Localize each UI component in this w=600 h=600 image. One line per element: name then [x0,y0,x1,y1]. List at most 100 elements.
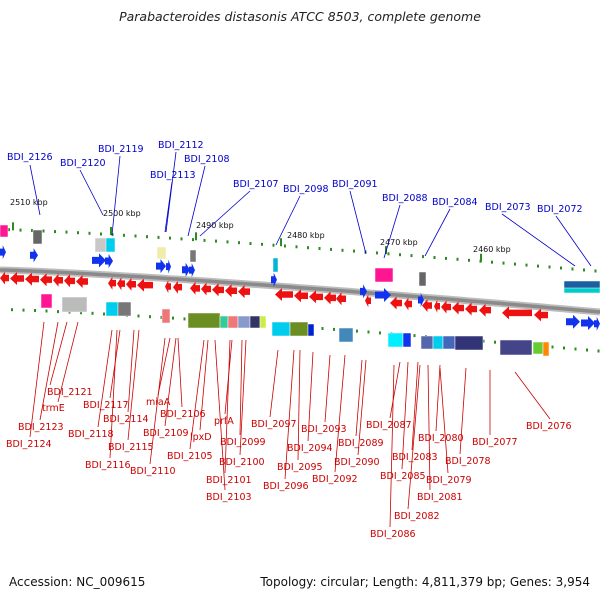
annotation-box-20 [249,315,261,329]
tick-mark-outer [54,230,56,234]
gene-label-bdi-2088: BDI_2088 [382,193,428,204]
gene-label-bdi-2080: BDI_2080 [418,433,464,444]
position-marker-2: 2490 kbp [196,221,234,230]
position-markers-layer: 2510 kbp 2500 kbp 2490 kbp 2480 kbp 2470 kbp… [10,198,511,254]
gene-label-bdi-2072: BDI_2072 [537,204,583,215]
annotation-box-27 [402,332,412,348]
reverse-gene-arrow-32 [502,306,532,320]
reverse-gene-arrow-17 [238,285,250,299]
reverse-gene-arrow-13 [190,281,200,295]
tick-mark-outer [19,228,22,232]
leader-line-bdi-2090 [357,359,367,456]
tick-mark-outer [468,258,470,262]
gene-label-bdi-2106: BDI_2106 [160,409,206,420]
leader-line-bdi-2085 [401,361,409,470]
forward-gene-arrow-10 [375,288,391,302]
tick-mark-inner [45,309,48,313]
annotation-box-19 [237,315,251,329]
tick-mark-outer [134,234,137,238]
leader-line-bdi-2092 [334,354,346,473]
gene-label-bdi-2093: BDI_2093 [301,424,347,435]
tick-mark-outer [100,232,102,236]
forward-gene-arrow-2 [92,253,106,268]
tick-mark-inner [367,330,370,334]
reverse-gene-arrow-19 [294,289,308,303]
tick-mark-inner [149,315,151,319]
tick-mark-outer [445,256,447,260]
forward-gene-arrow-0 [0,245,6,260]
leader-line-bdi-2072 [555,215,592,267]
leader-line-bdi-2107 [199,190,251,237]
annotation-box-21 [259,315,267,329]
tick-mark-outer [284,244,286,248]
tick-mark-outer [491,260,493,264]
annotation-box-30 [442,335,456,350]
annotation-box-18 [227,315,239,329]
leader-line-bdi-2116 [109,329,118,459]
gene-label-bdi-2113: BDI_2113 [150,170,196,181]
gene-label-bdi-2110: BDI_2110 [130,466,176,477]
reverse-gene-arrow-16 [225,284,237,298]
annotation-box-34 [542,341,550,357]
tick-mark-outer [560,266,562,270]
gene-label-bdi-2081: BDI_2081 [417,492,463,503]
annotation-box-24 [307,323,315,337]
reverse-gene-arrow-6 [76,275,88,288]
major-tick [195,232,197,241]
annotation-box-31 [454,335,484,351]
leader-line-bdi-2105 [189,339,205,450]
forward-gene-arrow-11 [418,293,424,307]
reverse-gene-arrow-20 [309,290,323,304]
leader-line-bdi-2095 [297,349,301,461]
leader-line-bdi-2101 [224,339,231,474]
forward-gene-arrow-6 [182,262,190,277]
tick-mark-outer [272,243,275,247]
gene-label-bdi-2090: BDI_2090 [334,457,380,468]
gene-label-bdi-2112: BDI_2112 [158,140,204,151]
gene-label-bdi-2078: BDI_2078 [445,456,491,467]
tick-mark-outer [123,233,125,237]
reverse-gene-arrow-31 [479,303,491,317]
tick-mark-outer [456,257,459,261]
tick-mark-inner [413,334,416,338]
leader-line-bdi-2078 [459,367,467,455]
forward-gene-arrow-1 [30,248,38,263]
gene-label-bdi-2087: BDI_2087 [366,420,412,431]
major-tick [110,227,112,235]
tick-mark-outer [88,231,91,235]
accession-text: Accession: NC_009615 [9,575,146,589]
tick-mark-outer [77,231,79,235]
leader-line-bdi-2114 [127,329,135,413]
tick-mark-outer [514,262,516,266]
gene-label-bdi-2124: BDI_2124 [6,439,52,450]
gene-label-bdi-2099: BDI_2099 [220,437,266,448]
gene-label-bdi-2098: BDI_2098 [283,184,329,195]
tick-mark-outer [42,229,45,233]
reverse-gene-arrow-21 [324,291,336,305]
annotation-box-22 [271,321,291,337]
gene-label-bdi-2118: BDI_2118 [68,429,114,440]
leader-line-bdi-2124 [29,321,45,438]
gene-label-bdi-2100: BDI_2100 [219,457,265,468]
reverse-gene-arrow-28 [441,300,451,314]
annotation-box-6 [272,257,279,273]
tick-mark-outer [307,246,309,250]
reverse-gene-arrow-33 [534,308,548,322]
annotation-box-15 [161,308,171,324]
forward-gene-arrow-4 [156,259,166,274]
tick-mark-outer [537,264,539,268]
leader-line-bdi-2091 [349,190,367,255]
forward-gene-arrow-5 [166,259,171,274]
annotation-box-2 [94,237,108,253]
gene-label-bdi-2109: BDI_2109 [143,428,189,439]
gene-label-bdi-2097: BDI_2097 [251,419,297,430]
gene-label-bdi-2092: BDI_2092 [312,474,358,485]
annotation-box-26 [387,332,404,348]
tick-mark-inner [57,310,59,314]
major-tick [12,222,14,231]
leader-line-bdi-2119 [111,155,121,236]
reverse-gene-arrow-18 [275,288,293,301]
tick-mark-outer [376,251,378,255]
map-title: Parabacteroides distasonis ATCC 8503, co… [119,9,481,24]
tick-mark-outer [261,242,263,246]
